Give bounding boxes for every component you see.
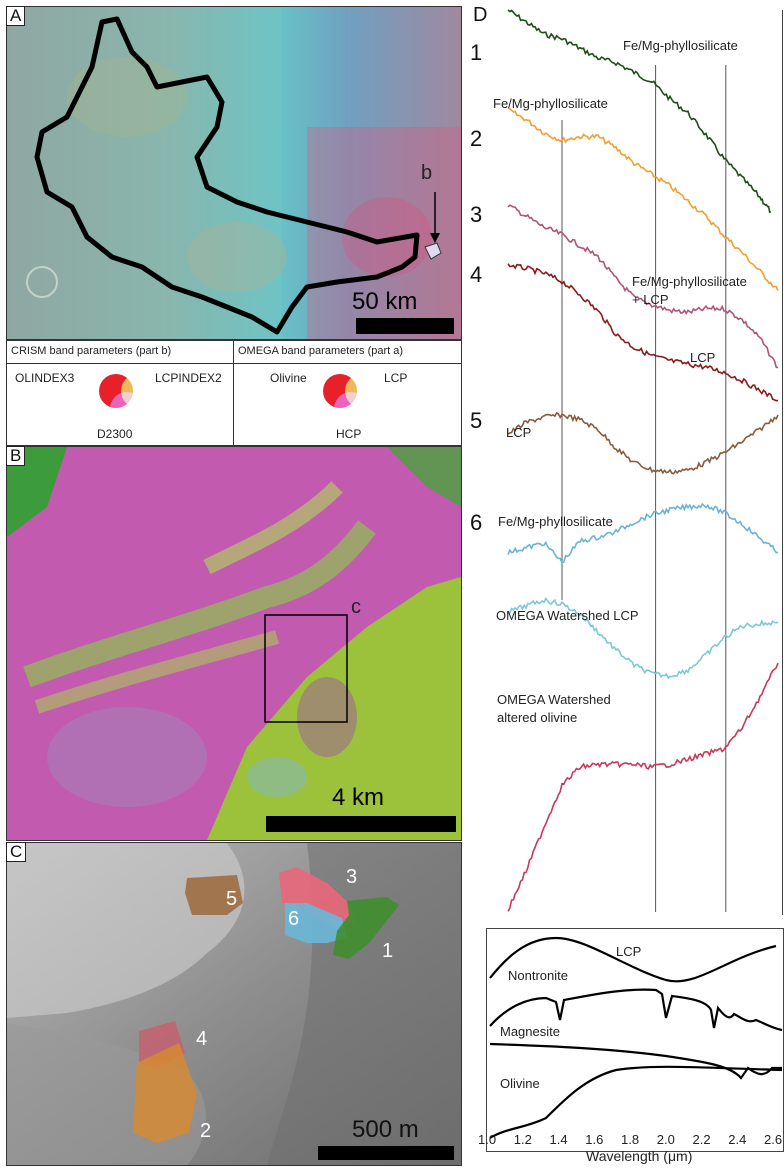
x-tick-1.6: 1.6 [585, 1132, 604, 1147]
panel-b-svg [7, 447, 461, 840]
omega-color-wheel-icon [323, 374, 379, 426]
panel-c-number-3: 3 [346, 866, 358, 888]
x-axis-label: Wavelength (μm) [586, 1148, 693, 1164]
spectrum-label-2: Fe/Mg-phyllosilicate [493, 96, 608, 111]
panel-c-image [6, 842, 462, 1166]
region-5-brown [185, 875, 243, 915]
omega-legend: OMEGA band parameters (part a) Olivine L… [233, 340, 462, 446]
panel-c-scale-label: 500 m [352, 1116, 419, 1143]
spectrum-label-8a: OMEGA Watershed [497, 692, 611, 707]
spectrum-label-7: OMEGA Watershed LCP [496, 608, 639, 623]
library-nontronite-curve [489, 988, 783, 1032]
panel-c-scale-bar [318, 1146, 454, 1160]
x-tick-1.8: 1.8 [621, 1132, 640, 1147]
x-tick-2.2: 2.2 [692, 1132, 711, 1147]
library-label-lcp: LCP [616, 944, 642, 959]
panel-a-scale-bar [356, 318, 454, 334]
omega-legend-title: OMEGA band parameters (part a) [238, 345, 404, 357]
crism-legend: CRISM band parameters (part b) OLINDEX3 … [6, 340, 235, 446]
spectrum-line-1 [507, 9, 772, 214]
spectrum-line-4 [507, 263, 779, 402]
spectra-plot [507, 9, 779, 912]
panel-c-number-2: 2 [200, 1120, 212, 1142]
site-c-box [264, 614, 348, 723]
region-2-orange [133, 1043, 197, 1143]
spectrum-line-5 [507, 412, 779, 475]
crism-red-label: OLINDEX3 [15, 371, 75, 385]
panel-b-marker-label: c [351, 596, 361, 618]
spectrum-line-8 [507, 662, 779, 912]
panel-d-letter: D [470, 5, 491, 25]
panel-c-number-5: 5 [226, 888, 238, 910]
library-plot [489, 936, 783, 1139]
region-6-blue [285, 903, 347, 943]
panel-b-scale-bar [266, 816, 456, 832]
spectrum-label-5: LCP [506, 425, 532, 440]
crism-legend-title: CRISM band parameters (part b) [11, 345, 172, 357]
omega-red-label: Olivine [270, 371, 307, 385]
x-tick-2.6: 2.6 [764, 1132, 783, 1147]
panel-a-marker-label: b [421, 162, 433, 184]
spectrum-label-6: Fe/Mg-phyllosilicate [498, 514, 613, 529]
panel-c-svg [7, 843, 461, 1165]
x-tick-2.4: 2.4 [728, 1132, 747, 1147]
x-tick-1.2: 1.2 [513, 1132, 532, 1147]
library-magnesite-curve [489, 1042, 782, 1080]
spectrum-number-5: 5 [470, 408, 483, 433]
library-label-magnesite: Magnesite [500, 1024, 560, 1039]
crism-green-label: LCPINDEX2 [155, 371, 222, 385]
watershed-outline [34, 16, 420, 335]
library-label-olivine: Olivine [500, 1076, 540, 1091]
panel-a-letter: A [6, 6, 26, 26]
library-label-nontronite: Nontronite [508, 968, 568, 983]
spectrum-number-1: 1 [470, 40, 483, 65]
panel-a-scale-label: 50 km [352, 288, 418, 315]
panel-c-number-1: 1 [382, 940, 394, 962]
panel-b-letter: B [6, 446, 26, 466]
library-lcp-curve [489, 936, 777, 983]
panel-c-letter: C [6, 842, 27, 862]
spectrum-label-3b: + LCP [632, 292, 669, 307]
omega-blue-label: HCP [336, 427, 362, 441]
panel-a-svg [7, 7, 461, 339]
crism-color-wheel-icon [99, 374, 155, 426]
site-b-patch [424, 242, 442, 260]
spectrum-number-6: 6 [470, 510, 483, 535]
spectra-frame [486, 10, 783, 915]
crism-blue-label: D2300 [97, 427, 133, 441]
spectrum-line-3 [507, 204, 779, 369]
panel-a-image [6, 6, 462, 340]
spectrum-label-8b: altered olivine [497, 710, 578, 725]
spectrum-label-3a: Fe/Mg-phyllosilicate [632, 274, 747, 289]
x-tick-1.4: 1.4 [549, 1132, 568, 1147]
spectrum-number-2: 2 [470, 126, 483, 151]
spectrum-line-2 [507, 107, 779, 291]
x-tick-2.0: 2.0 [656, 1132, 675, 1147]
panel-c-number-4: 4 [196, 1028, 208, 1050]
spectrum-number-3: 3 [470, 202, 483, 227]
panel-b-image [6, 446, 462, 841]
x-tick-1.0: 1.0 [478, 1132, 497, 1147]
spectrum-line-7 [507, 596, 779, 680]
spectrum-line-6 [507, 502, 779, 564]
panel-b-scale-label: 4 km [332, 784, 385, 811]
region-1-green [333, 897, 399, 959]
spectrum-label-1: Fe/Mg-phyllosilicate [623, 38, 738, 53]
region-3-red [279, 867, 355, 928]
spectrum-number-4: 4 [470, 262, 483, 287]
panel-c-number-6: 6 [288, 908, 300, 930]
spectrum-label-4: LCP [690, 350, 716, 365]
library-olivine-curve [489, 1065, 783, 1139]
omega-green-label: LCP [384, 371, 408, 385]
